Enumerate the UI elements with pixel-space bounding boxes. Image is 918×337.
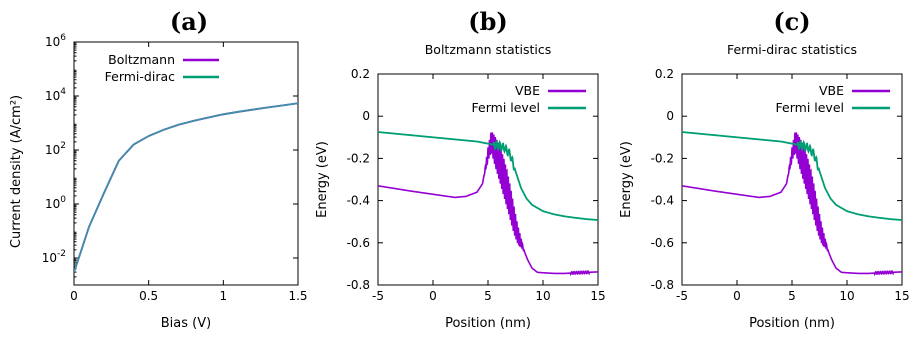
x-tick-label: 1	[220, 289, 228, 303]
legend-label: VBE	[819, 83, 844, 98]
x-tick-label: 10	[839, 289, 854, 303]
tick-exponent: 4	[60, 87, 66, 97]
series-line-fermi-level	[682, 131, 902, 221]
tick-base: 10	[45, 143, 60, 157]
series-line-fermi-level	[378, 131, 598, 221]
tick-base: 10	[45, 89, 60, 103]
y-tick-label: -0.4	[651, 194, 674, 208]
y-axis-label: Energy (eV)	[619, 141, 634, 218]
tick-exponent: 6	[60, 33, 66, 43]
y-tick-label: -0.6	[347, 236, 370, 250]
panel-c: (c) Fermi-dirac statistics -5 0 5 10 15 -0.8 -0.…	[619, 7, 910, 331]
legend-label: Fermi level	[472, 100, 540, 115]
x-tick-label: 15	[894, 289, 909, 303]
x-axis-label: Position (nm)	[445, 316, 531, 331]
chart-title: Boltzmann statistics	[425, 42, 552, 57]
tick-exponent: -2	[57, 249, 66, 259]
y-tick-label: 0.2	[655, 67, 674, 81]
panel-b: (b) Boltzmann statistics -5 0 5 10 15 -0.8 -0.6 -…	[315, 7, 606, 331]
tick-base: 10	[42, 251, 57, 265]
x-axis-label: Position (nm)	[749, 316, 835, 331]
y-tick-label: 0	[362, 109, 370, 123]
y-tick-label: -0.4	[347, 194, 370, 208]
x-tick-label: 0	[429, 289, 437, 303]
series-line-boltzmann	[74, 102, 298, 273]
x-tick-label: 5	[484, 289, 492, 303]
tick-base: 10	[45, 197, 60, 211]
legend-label: Fermi-dirac	[105, 69, 175, 84]
series-line-vbe	[682, 132, 902, 276]
y-tick-label: -0.6	[651, 236, 674, 250]
y-tick-label: -0.8	[651, 278, 674, 292]
y-tick-label: -0.2	[347, 151, 370, 165]
x-tick-label: 1.5	[288, 289, 307, 303]
x-tick-label: 5	[788, 289, 796, 303]
panel-label: (b)	[468, 7, 508, 36]
tick-exponent: 2	[60, 141, 66, 151]
x-tick-label: -5	[676, 289, 688, 303]
y-tick-label: 106	[45, 33, 66, 49]
y-tick-label: 10-2	[42, 249, 66, 265]
series-line-vbe	[378, 132, 598, 276]
tick-base: 10	[45, 35, 60, 49]
plot-frame	[73, 41, 299, 286]
panel-label: (a)	[170, 7, 208, 36]
chart-title: Fermi-dirac statistics	[727, 42, 857, 57]
y-axis-label: Energy (eV)	[315, 141, 330, 218]
y-tick-label: 100	[45, 195, 66, 211]
y-tick-label: -0.2	[651, 151, 674, 165]
series-line-fermi-dirac	[74, 102, 298, 273]
x-tick-label: 0	[70, 289, 78, 303]
x-tick-label: 0	[733, 289, 741, 303]
y-tick-label: 0.2	[351, 67, 370, 81]
x-tick-label: 0.5	[139, 289, 158, 303]
y-tick-label: 104	[45, 87, 66, 103]
legend-label: Boltzmann	[108, 52, 175, 67]
legend-label: VBE	[515, 83, 540, 98]
x-axis-label: Bias (V)	[161, 316, 211, 331]
y-axis-label: Current density (A/cm²)	[9, 95, 24, 248]
x-tick-label: 15	[590, 289, 605, 303]
panel-label: (c)	[773, 7, 810, 36]
x-tick-label: 10	[535, 289, 550, 303]
x-tick-label: -5	[372, 289, 384, 303]
y-tick-label: 0	[666, 109, 674, 123]
y-tick-label: -0.8	[347, 278, 370, 292]
tick-exponent: 0	[60, 195, 66, 205]
y-tick-label: 102	[45, 141, 66, 157]
legend-label: Fermi level	[776, 100, 844, 115]
